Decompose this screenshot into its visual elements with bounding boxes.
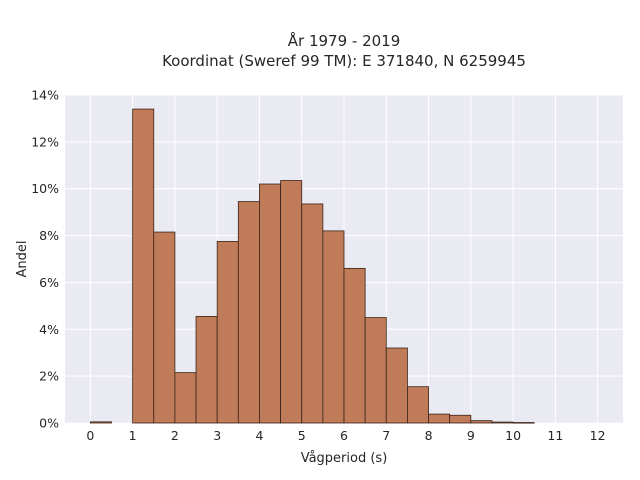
y-tick-label: 0% [39,416,59,431]
y-tick-label: 14% [31,88,59,103]
histogram-bar [428,413,451,424]
y-tick-label: 8% [39,228,59,243]
histogram-bar [470,420,493,424]
x-tick-label: 4 [255,428,263,443]
x-tick-label: 9 [467,428,475,443]
y-axis-ticks: 0% 2% 4% 6% 8% 10% 12% 14% [31,88,59,431]
x-tick-label: 8 [425,428,433,443]
x-tick-label: 0 [86,428,94,443]
x-tick-label: 6 [340,428,348,443]
histogram-bar [407,386,429,424]
y-tick-label: 6% [39,275,59,290]
x-tick-label: 2 [171,428,179,443]
x-tick-label: 3 [213,428,221,443]
histogram-bar [280,180,303,424]
x-tick-label: 1 [129,428,137,443]
bars [89,108,535,424]
histogram-bar [89,421,112,424]
y-tick-label: 4% [39,322,59,337]
x-axis-label: Vågperiod (s) [301,451,388,466]
histogram-bar [195,315,218,424]
histogram-bar [153,231,176,424]
y-tick-label: 10% [31,181,59,196]
histogram-bar [385,347,408,424]
x-tick-label: 10 [505,428,521,443]
histogram-bar [512,422,535,424]
y-tick-label: 12% [31,134,59,149]
histogram-bar [259,183,281,424]
x-tick-label: 11 [547,428,563,443]
chart-subtitle: Koordinat (Sweref 99 TM): E 371840, N 62… [162,52,526,70]
histogram-bar [364,317,387,424]
histogram-bar [132,108,155,424]
x-axis-ticks: 0 1 2 3 4 5 6 7 8 9 10 11 12 [86,428,605,443]
chart-title: År 1979 - 2019 [288,31,401,50]
histogram-bar [216,241,239,424]
histogram-bar [174,372,197,424]
histogram-bar [322,230,345,424]
histogram-bar [491,421,514,424]
histogram-bar [343,267,366,424]
y-axis-label: Andel [15,241,30,278]
x-tick-label: 12 [590,428,606,443]
histogram-bar [237,201,260,424]
histogram-bar [301,203,324,424]
x-tick-label: 7 [382,428,390,443]
histogram-bar [449,414,472,424]
x-tick-label: 5 [298,428,306,443]
y-tick-label: 2% [39,369,59,384]
